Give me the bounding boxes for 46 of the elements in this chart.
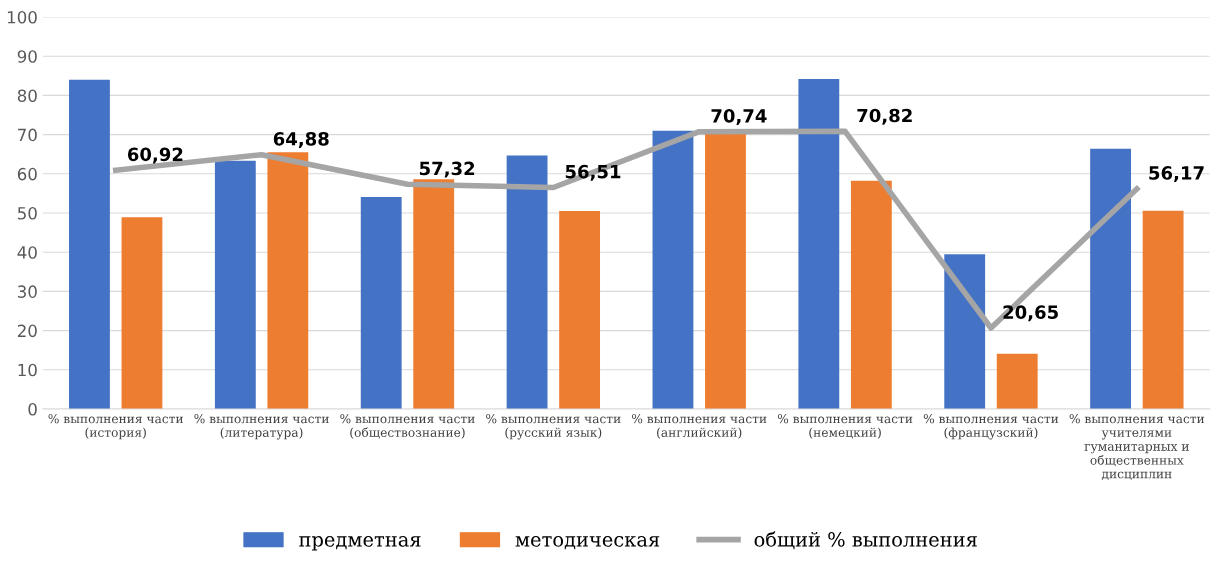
- bar: [69, 79, 110, 409]
- bar: [360, 196, 402, 409]
- y-tick-label: 40: [17, 246, 37, 259]
- y-tick-label: 30: [17, 285, 37, 298]
- x-tick-label: % выполнения части (французский): [923, 414, 1059, 440]
- x-tick-label: % выполнения части (история): [48, 414, 183, 440]
- bar: [850, 180, 892, 409]
- y-tick-label: 10: [18, 363, 37, 377]
- y-tick-label: 0: [28, 402, 37, 416]
- legend-label: общий % выполнения: [754, 531, 977, 550]
- y-tick-label: 60: [17, 167, 37, 181]
- legend-label: методическая: [515, 536, 660, 550]
- data-label: 57,32: [419, 161, 475, 178]
- y-tick-label: 70: [18, 128, 37, 142]
- x-tick-label: % выполнения части (русский язык): [486, 414, 621, 440]
- data-label: 70,82: [857, 108, 912, 125]
- x-tick-label: % выполнения части (немецкий): [777, 414, 913, 439]
- y-tick-label: 20: [17, 324, 37, 338]
- data-label: 64,88: [273, 131, 329, 148]
- bar: [559, 211, 601, 409]
- bar: [413, 179, 455, 409]
- x-tick-label: % выполнения части (английский): [632, 414, 767, 439]
- bar: [652, 130, 694, 409]
- x-tick-label: % выполнения части учителями гуманитарных и общественных дисциплин: [1069, 414, 1205, 480]
- bar: [798, 78, 840, 409]
- bar: [705, 132, 746, 409]
- bar: [506, 155, 548, 409]
- bar: [214, 160, 256, 409]
- data-label: 56,51: [565, 164, 621, 181]
- bar: [944, 254, 986, 409]
- bar: [121, 217, 163, 409]
- legend-label: предметная: [299, 536, 421, 551]
- data-label: 56,17: [1149, 166, 1204, 183]
- bar: [1090, 148, 1132, 409]
- y-tick-label: 90: [17, 50, 37, 63]
- x-tick-label: % выполнения части (литература): [194, 414, 329, 440]
- y-tick-label: 80: [17, 89, 37, 102]
- data-label: 20,65: [1003, 305, 1058, 322]
- bar: [1142, 210, 1184, 409]
- y-tick-label: 50: [17, 206, 37, 220]
- x-tick-label: % выполнения части (обществознание): [340, 414, 475, 439]
- data-label: 60,92: [127, 147, 183, 164]
- bar: [267, 152, 309, 409]
- data-label: 70,74: [711, 109, 767, 125]
- y-tick-label: 100: [7, 11, 37, 24]
- bar: [996, 353, 1038, 409]
